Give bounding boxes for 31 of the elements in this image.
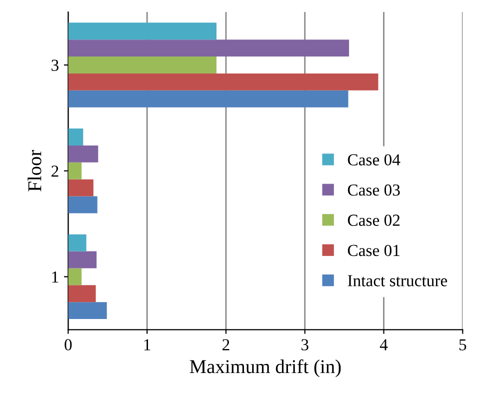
bar: [68, 56, 216, 74]
x-tick-label: 1: [144, 339, 150, 350]
legend-label: Intact structure: [348, 275, 448, 286]
legend-label: Case 04: [348, 154, 400, 166]
legend-label: Case 03: [348, 184, 400, 196]
x-tick-label: 5: [459, 339, 466, 350]
bar: [68, 128, 84, 146]
bar: [68, 73, 378, 90]
bar: [68, 302, 107, 320]
bar: [68, 22, 216, 40]
bar: [68, 40, 350, 57]
bar: [68, 251, 97, 268]
legend-label: Case 02: [348, 214, 400, 226]
bar: [68, 179, 94, 196]
bar: [68, 268, 82, 286]
x-axis-title: Maximum drift (in): [190, 359, 341, 378]
x-tick-label: 0: [64, 339, 72, 350]
y-tick-label: 2: [52, 166, 58, 177]
bar: [68, 162, 82, 180]
bar: [68, 145, 98, 162]
bar: [68, 90, 348, 108]
x-tick-label: 2: [222, 339, 230, 350]
bar: [68, 196, 98, 214]
y-tick-label: 3: [52, 60, 58, 71]
bar: [68, 285, 96, 302]
bar: [68, 234, 86, 252]
y-tick-label: 1: [52, 271, 58, 282]
legend-label: Case 01: [348, 244, 400, 256]
x-tick-label: 4: [380, 339, 388, 350]
y-axis-title: Floor: [28, 150, 42, 192]
x-tick-label: 3: [301, 339, 308, 350]
